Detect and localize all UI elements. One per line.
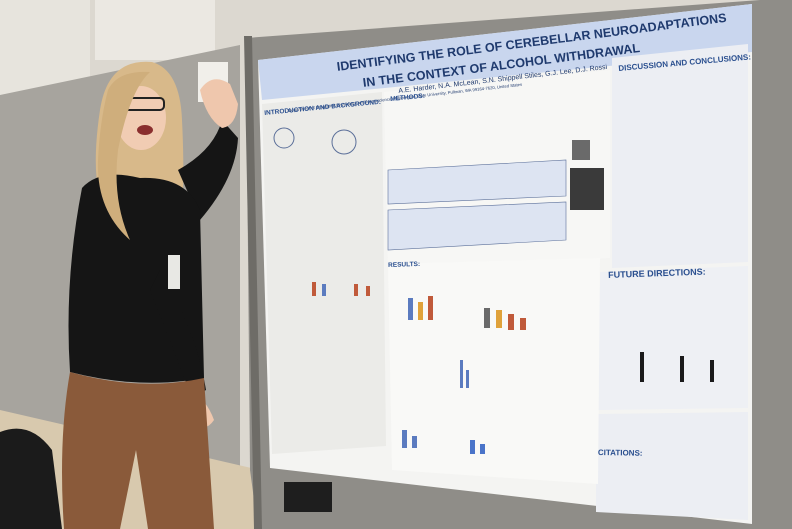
results-bar-13 xyxy=(480,444,485,454)
intro-bar-4 xyxy=(366,286,370,296)
discussion-panel xyxy=(612,44,748,268)
future-bar-2 xyxy=(680,356,684,382)
results-bar-7 xyxy=(520,318,526,330)
results-bar-2 xyxy=(418,302,423,320)
results-bar-12 xyxy=(470,440,475,454)
section-results-heading: RESULTS: xyxy=(388,260,421,269)
results-bar-8 xyxy=(460,360,463,388)
methods-table-2 xyxy=(387,201,567,251)
intro-bar-3 xyxy=(354,284,358,296)
results-bar-4 xyxy=(484,308,490,328)
person-lower-arm xyxy=(150,270,206,398)
future-bar-3 xyxy=(710,360,714,382)
future-bar-1 xyxy=(640,352,644,382)
intro-bar-2 xyxy=(322,284,326,296)
results-panel xyxy=(388,258,600,484)
intro-figure-circle-2 xyxy=(331,129,357,155)
person-hair-front xyxy=(97,71,150,241)
visitor-feet xyxy=(284,482,332,512)
results-bar-9 xyxy=(466,370,469,388)
poster-title-bar xyxy=(258,4,752,100)
future-panel xyxy=(598,266,748,410)
citations-panel xyxy=(596,412,748,520)
poster-board-frame xyxy=(244,36,262,529)
section-citations-heading: CITATIONS: xyxy=(597,448,643,458)
person-badge xyxy=(168,255,180,289)
person-hand-raised xyxy=(200,79,238,128)
methods-device-top xyxy=(572,140,590,160)
wall-panel-mid xyxy=(95,0,215,60)
intro-bar-1 xyxy=(312,282,316,296)
person-pants xyxy=(62,372,214,529)
results-bar-3 xyxy=(428,296,433,320)
floor-bag xyxy=(0,428,62,529)
person-raised-arm xyxy=(178,120,238,220)
results-bar-1 xyxy=(408,298,413,320)
methods-device-image xyxy=(570,168,604,210)
results-bar-11 xyxy=(412,436,417,448)
intro-figure-circle-1 xyxy=(273,127,295,149)
intro-panel xyxy=(262,92,386,454)
person-mouth xyxy=(137,125,153,135)
methods-table-1 xyxy=(387,159,567,205)
results-bar-10 xyxy=(402,430,407,448)
results-bar-6 xyxy=(508,314,514,330)
results-bar-5 xyxy=(496,310,502,328)
